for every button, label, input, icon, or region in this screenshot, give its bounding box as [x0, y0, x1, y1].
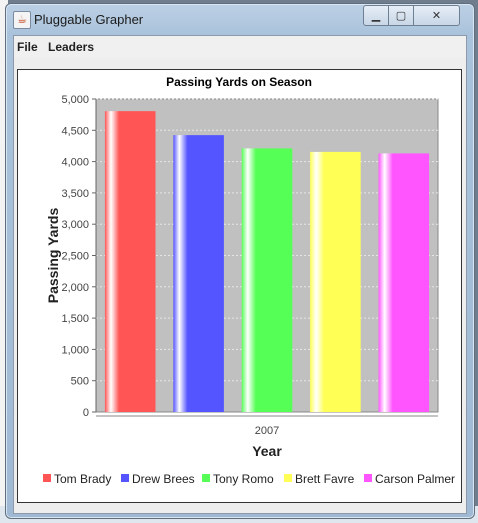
maximize-icon[interactable]: ▢ — [388, 5, 414, 26]
chart-title: Passing Yards on Season — [166, 75, 312, 89]
bar-chart: Passing Yards on Season 0 500 1,000 1,500 2,… — [43, 75, 455, 486]
bar-carson-palmer — [378, 153, 430, 412]
bar-tom-brady — [104, 111, 156, 412]
y-tick-label: 0 — [83, 407, 89, 419]
legend-label: Tony Romo — [213, 472, 274, 486]
bar-brett-favre — [310, 151, 361, 412]
title-bar[interactable]: ☕ Pluggable Grapher ▁ ▢ ✕ — [6, 4, 474, 34]
bar-drew-brees — [173, 135, 224, 412]
window-client-area: File Leaders Passing Yards on Season 0 50… — [13, 35, 467, 514]
y-tick-label: 2,500 — [61, 251, 89, 263]
menu-leaders[interactable]: Leaders — [48, 40, 95, 54]
y-axis-label: Passing Yards — [45, 208, 61, 304]
desktop-edge — [0, 0, 8, 523]
x-tick-label: 2007 — [255, 425, 279, 437]
java-cup-icon: ☕ — [13, 11, 31, 29]
legend-swatch — [121, 474, 129, 482]
legend-label: Tom Brady — [54, 472, 111, 486]
minimize-icon[interactable]: ▁ — [363, 5, 389, 26]
close-icon[interactable]: ✕ — [413, 5, 460, 26]
y-tick-label: 4,000 — [61, 157, 89, 169]
bar-tony-romo — [241, 148, 293, 412]
legend-label: Drew Brees — [132, 472, 195, 486]
y-tick-label: 3,500 — [61, 188, 89, 200]
window-title: Pluggable Grapher — [34, 12, 144, 27]
legend-swatch — [284, 474, 292, 482]
legend-swatch — [364, 474, 372, 482]
legend-swatch — [43, 474, 51, 482]
menu-file[interactable]: File — [17, 40, 38, 54]
legend: Tom Brady Drew Brees Tony Romo Brett Favre C… — [43, 472, 455, 486]
x-axis: 2007 — [96, 415, 438, 437]
y-tick-label: 5,000 — [61, 94, 89, 106]
y-tick-label: 3,000 — [61, 219, 89, 231]
legend-label: Carson Palmer — [375, 472, 455, 486]
y-tick-label: 2,000 — [61, 282, 89, 294]
y-axis: 0 500 1,000 1,500 2,000 2,500 3,000 3,500 4,000 4… — [61, 94, 97, 419]
legend-swatch — [202, 474, 210, 482]
chart-panel: Passing Yards on Season 0 500 1,000 1,500 2,… — [17, 69, 462, 503]
legend-label: Brett Favre — [295, 472, 355, 486]
y-tick-label: 1,000 — [61, 344, 89, 356]
app-window: ☕ Pluggable Grapher ▁ ▢ ✕ File Leaders P… — [5, 3, 475, 519]
menu-bar: File Leaders — [14, 36, 466, 58]
y-tick-label: 4,500 — [61, 125, 89, 137]
y-tick-label: 1,500 — [61, 313, 89, 325]
y-tick-label: 500 — [71, 376, 89, 388]
x-axis-label: Year — [252, 443, 282, 459]
bars — [104, 111, 430, 412]
